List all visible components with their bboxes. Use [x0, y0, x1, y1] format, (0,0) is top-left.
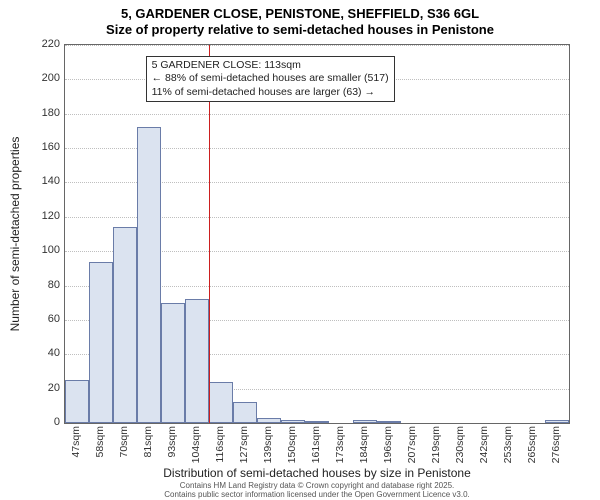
xtick-label: 150sqm [286, 426, 298, 463]
histogram-bar [257, 418, 281, 423]
histogram-bar [545, 420, 569, 423]
gridline [65, 45, 569, 46]
xtick-label: 253sqm [502, 426, 514, 463]
histogram-bar [353, 420, 377, 423]
annotation-box: 5 GARDENER CLOSE: 113sqm← 88% of semi-de… [146, 56, 395, 101]
histogram-bar [65, 380, 89, 423]
plot-area: 5 GARDENER CLOSE: 113sqm← 88% of semi-de… [64, 44, 570, 424]
ytick-label: 160 [24, 141, 60, 153]
xtick-label: 161sqm [310, 426, 322, 463]
ytick-label: 0 [24, 416, 60, 428]
xtick-label: 230sqm [454, 426, 466, 463]
xtick-label: 276sqm [550, 426, 562, 463]
histogram-bar [209, 382, 233, 423]
xtick-label: 184sqm [358, 426, 370, 463]
xtick-label: 58sqm [94, 426, 106, 458]
chart-title-line2: Size of property relative to semi-detach… [0, 22, 600, 37]
xtick-label: 93sqm [166, 426, 178, 458]
histogram-bar [185, 299, 209, 423]
xtick-label: 127sqm [238, 426, 250, 463]
ytick-label: 20 [24, 382, 60, 394]
histogram-bar [161, 303, 185, 423]
xtick-label: 219sqm [430, 426, 442, 463]
histogram-bar [377, 421, 401, 423]
histogram-bar [305, 421, 329, 423]
xtick-label: 139sqm [262, 426, 274, 463]
ytick-label: 80 [24, 279, 60, 291]
ytick-label: 220 [24, 38, 60, 50]
xtick-label: 104sqm [190, 426, 202, 463]
ytick-label: 120 [24, 210, 60, 222]
xtick-label: 207sqm [406, 426, 418, 463]
ytick-label: 180 [24, 107, 60, 119]
histogram-bar [281, 420, 305, 423]
xtick-label: 47sqm [70, 426, 82, 458]
x-axis-label: Distribution of semi-detached houses by … [64, 466, 570, 480]
chart-title-line1: 5, GARDENER CLOSE, PENISTONE, SHEFFIELD,… [0, 6, 600, 21]
xtick-label: 116sqm [214, 426, 226, 463]
xtick-label: 265sqm [526, 426, 538, 463]
y-axis-label: Number of semi-detached properties [8, 39, 22, 234]
ytick-label: 100 [24, 244, 60, 256]
annotation-line3: 11% of semi-detached houses are larger (… [152, 86, 389, 99]
ytick-label: 60 [24, 313, 60, 325]
ytick-label: 200 [24, 72, 60, 84]
ytick-label: 40 [24, 347, 60, 359]
annotation-line1: 5 GARDENER CLOSE: 113sqm [152, 59, 389, 72]
annotation-line2: ← 88% of semi-detached houses are smalle… [152, 72, 389, 85]
credits-line2: Contains public sector information licen… [64, 491, 570, 500]
histogram-bar [137, 127, 161, 423]
xtick-label: 196sqm [382, 426, 394, 463]
xtick-label: 173sqm [334, 426, 346, 463]
histogram-bar [113, 227, 137, 423]
xtick-label: 242sqm [478, 426, 490, 463]
histogram-bar [89, 262, 113, 424]
ytick-label: 140 [24, 175, 60, 187]
xtick-label: 81sqm [142, 426, 154, 458]
credits: Contains HM Land Registry data © Crown c… [64, 482, 570, 500]
gridline [65, 114, 569, 115]
xtick-label: 70sqm [118, 426, 130, 458]
histogram-bar [233, 402, 257, 423]
